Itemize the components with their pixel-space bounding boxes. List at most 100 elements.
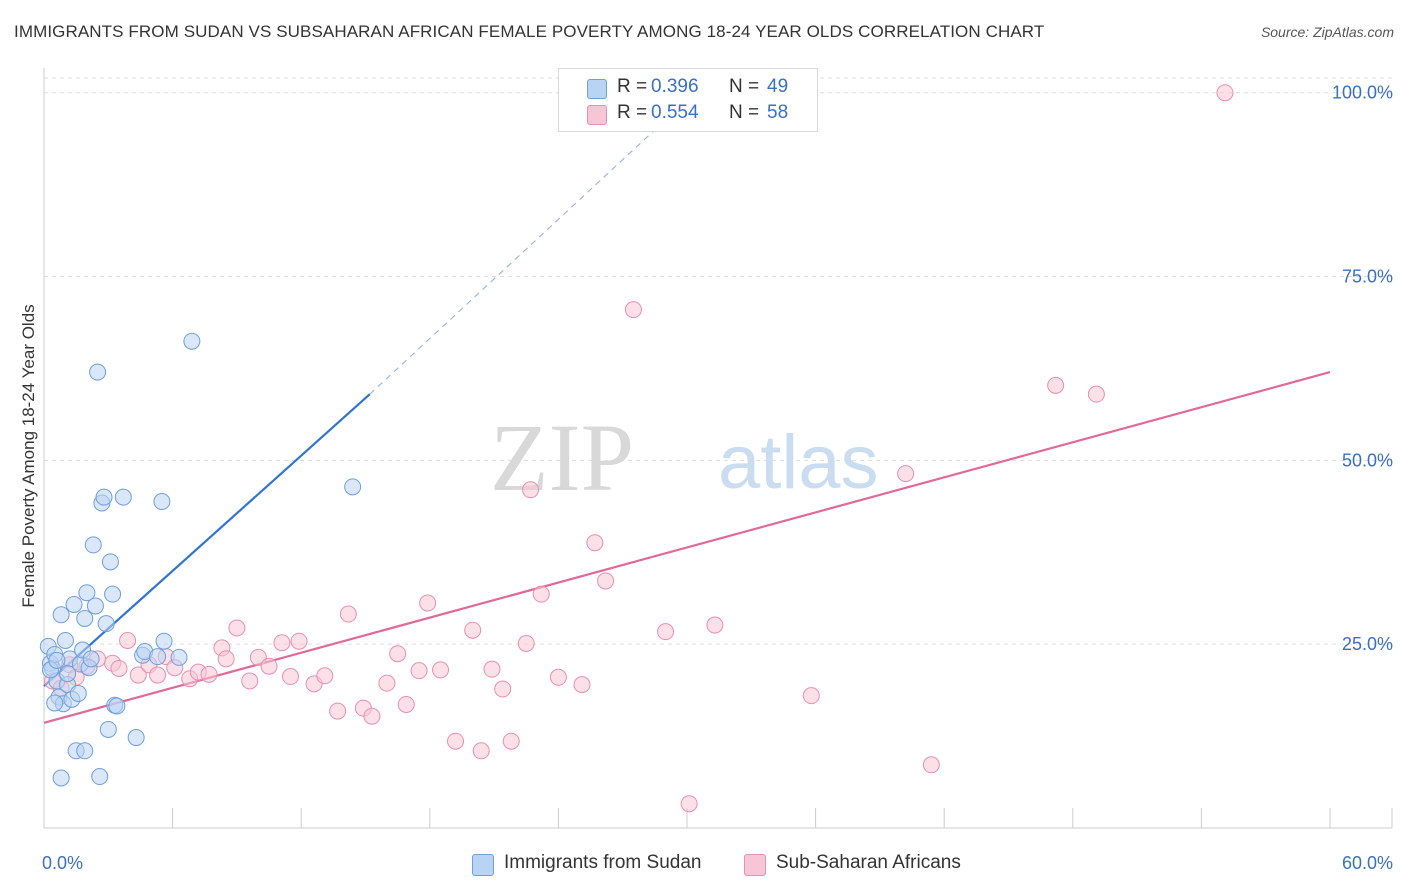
data-point-subsaharan	[464, 621, 482, 639]
data-point-subsaharan	[397, 695, 415, 713]
legend-swatch-pink	[587, 105, 607, 125]
data-point-sudan	[149, 648, 167, 666]
legend-r-value: 0.554	[651, 102, 699, 123]
data-point-subsaharan	[472, 742, 490, 760]
legend-r-label: R =	[617, 102, 648, 123]
trend-line-sudan	[43, 393, 371, 687]
data-point-subsaharan	[502, 732, 520, 750]
tick-labels: 25.0% 50.0% 75.0% 100.0% 0.0% 60.0%	[42, 83, 1393, 873]
data-point-subsaharan	[273, 634, 291, 652]
data-point-sudan	[89, 363, 107, 381]
data-point-subsaharan	[522, 481, 540, 499]
data-point-subsaharan	[586, 534, 604, 552]
data-point-subsaharan	[432, 661, 450, 679]
data-point-sudan	[183, 332, 201, 350]
data-point-sudan	[91, 768, 109, 786]
data-point-subsaharan	[802, 687, 820, 705]
data-point-sudan	[59, 665, 77, 683]
source-label: Source: ZipAtlas.com	[1260, 24, 1394, 40]
data-point-subsaharan	[597, 572, 615, 590]
watermark-atlas: atlas	[718, 420, 879, 505]
data-point-subsaharan	[260, 657, 278, 675]
y-tick-label: 25.0%	[1342, 634, 1393, 654]
data-point-sudan	[97, 615, 115, 633]
data-point-sudan	[52, 769, 70, 787]
x-tick-label-max: 60.0%	[1342, 853, 1393, 873]
data-point-subsaharan	[517, 634, 535, 652]
data-point-subsaharan	[363, 707, 381, 725]
legend-swatch-pink	[744, 854, 766, 876]
data-point-subsaharan	[129, 666, 147, 684]
data-point-sudan	[78, 584, 96, 602]
data-point-subsaharan	[110, 659, 128, 677]
data-point-subsaharan	[149, 666, 167, 684]
y-axis-label: Female Poverty Among 18-24 Year Olds	[19, 304, 38, 607]
data-point-sudan	[76, 742, 94, 760]
y-tick-label: 75.0%	[1342, 267, 1393, 287]
data-point-subsaharan	[1216, 84, 1234, 102]
data-point-subsaharan	[706, 616, 724, 634]
data-point-subsaharan	[217, 650, 235, 668]
data-point-sudan	[99, 720, 117, 738]
data-point-sudan	[108, 697, 126, 715]
data-point-sudan	[52, 606, 70, 624]
data-point-subsaharan	[378, 674, 396, 692]
data-point-sudan	[69, 684, 87, 702]
data-point-sudan	[153, 493, 171, 511]
stats-legend: R = 0.396 N = 49 R = 0.554 N = 58	[558, 68, 818, 132]
data-point-sudan	[170, 648, 188, 666]
data-point-subsaharan	[549, 668, 567, 686]
trend-line-sudan-extension	[369, 99, 688, 395]
data-point-subsaharan	[680, 795, 698, 813]
legend-n-value: 49	[767, 76, 789, 97]
data-point-subsaharan	[494, 680, 512, 698]
data-point-subsaharan	[419, 594, 437, 612]
data-point-sudan	[84, 536, 102, 554]
data-point-sudan	[104, 585, 122, 603]
data-point-subsaharan	[329, 702, 347, 720]
data-point-sudan	[56, 632, 74, 649]
y-tick-label: 100.0%	[1332, 83, 1393, 103]
x-tick-label-min: 0.0%	[42, 853, 83, 873]
data-point-subsaharan	[119, 632, 137, 649]
data-point-subsaharan	[657, 623, 675, 641]
data-point-subsaharan	[316, 667, 334, 685]
data-point-subsaharan	[228, 619, 246, 637]
data-point-subsaharan	[532, 585, 550, 603]
axes	[43, 68, 1393, 829]
data-point-sudan	[76, 609, 94, 627]
data-point-subsaharan	[1087, 385, 1105, 403]
y-tick-label: 50.0%	[1342, 450, 1393, 470]
watermark-zip: ZIP	[490, 404, 634, 511]
data-point-subsaharan	[922, 756, 940, 774]
data-point-subsaharan	[897, 465, 915, 483]
data-point-sudan	[114, 488, 132, 506]
data-point-subsaharan	[410, 662, 428, 680]
legend-r-label: R =	[617, 76, 648, 97]
data-point-sudan	[127, 729, 145, 747]
data-point-subsaharan	[389, 645, 407, 663]
data-point-subsaharan	[1047, 376, 1065, 394]
data-point-subsaharan	[241, 672, 259, 690]
legend-r-value: 0.396	[651, 76, 699, 97]
data-point-sudan	[48, 651, 66, 669]
data-point-subsaharan	[339, 605, 357, 623]
data-point-subsaharan	[483, 660, 501, 678]
data-point-sudan	[86, 597, 104, 615]
legend-swatch-blue	[587, 79, 607, 99]
legend-swatch-blue	[472, 854, 494, 876]
legend-n-value: 58	[767, 102, 789, 123]
data-point-sudan	[46, 694, 64, 712]
data-point-subsaharan	[290, 632, 308, 650]
data-point-subsaharan	[447, 732, 465, 750]
legend-label-subsaharan: Sub-Saharan Africans	[776, 852, 961, 873]
chart-title: IMMIGRANTS FROM SUDAN VS SUBSAHARAN AFRI…	[14, 22, 1045, 41]
legend-label-sudan: Immigrants from Sudan	[504, 852, 702, 873]
data-point-subsaharan	[200, 665, 218, 683]
trend-line-subsaharan	[43, 371, 1331, 724]
series-immigrants-from-sudan	[39, 332, 362, 787]
data-point-sudan	[82, 650, 100, 668]
data-point-subsaharan	[281, 668, 299, 686]
data-point-subsaharan	[624, 301, 642, 319]
